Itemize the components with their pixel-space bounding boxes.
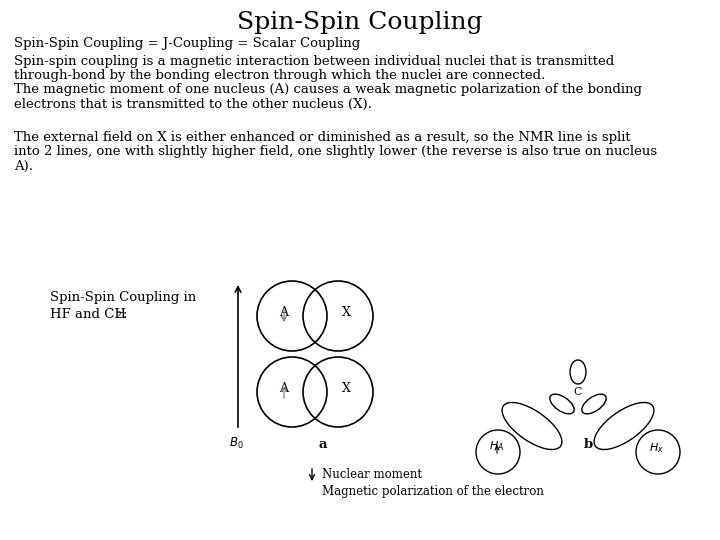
Text: 2: 2 (115, 312, 121, 321)
Text: The external field on X is either enhanced or diminished as a result, so the NMR: The external field on X is either enhanc… (14, 132, 631, 145)
Text: X: X (341, 381, 351, 395)
Text: b: b (583, 437, 593, 450)
Text: electrons that is transmitted to the other nucleus (X).: electrons that is transmitted to the oth… (14, 98, 372, 111)
Text: Magnetic polarization of the electron: Magnetic polarization of the electron (322, 485, 544, 498)
Text: The magnetic moment of one nucleus (A) causes a weak magnetic polarization of th: The magnetic moment of one nucleus (A) c… (14, 84, 642, 97)
Text: Spin-spin coupling is a magnetic interaction between individual nuclei that is t: Spin-spin coupling is a magnetic interac… (14, 56, 614, 69)
Text: Spin-Spin Coupling = J-Coupling = Scalar Coupling: Spin-Spin Coupling = J-Coupling = Scalar… (14, 37, 360, 51)
Text: :: : (123, 307, 127, 321)
Text: C: C (574, 387, 582, 397)
Text: into 2 lines, one with slightly higher field, one slightly lower (the reverse is: into 2 lines, one with slightly higher f… (14, 145, 657, 159)
Text: A: A (279, 381, 289, 395)
Text: through-bond by the bonding electron through which the nuclei are connected.: through-bond by the bonding electron thr… (14, 70, 545, 83)
Text: X: X (341, 306, 351, 319)
Text: $H_A$: $H_A$ (490, 439, 505, 453)
Text: $B_0$: $B_0$ (229, 436, 243, 451)
Text: Nuclear moment: Nuclear moment (322, 469, 422, 482)
Text: HF and CH: HF and CH (50, 307, 126, 321)
Text: Spin-Spin Coupling: Spin-Spin Coupling (237, 10, 483, 33)
Text: a: a (319, 437, 328, 450)
Text: A).: A). (14, 159, 33, 172)
Text: A: A (279, 306, 289, 319)
Text: $H_x$: $H_x$ (649, 441, 665, 455)
Text: Spin-Spin Coupling in: Spin-Spin Coupling in (50, 292, 197, 305)
